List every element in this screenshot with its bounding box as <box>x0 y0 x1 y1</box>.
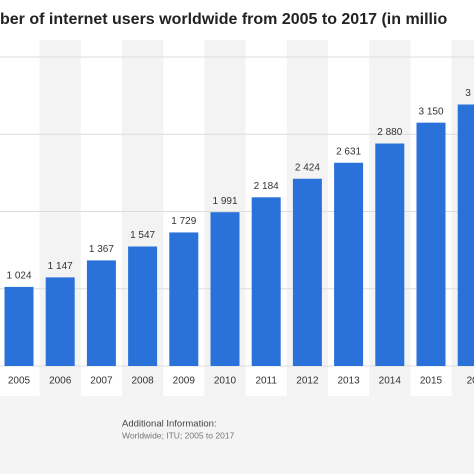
x-tick-label: 2010 <box>214 376 237 387</box>
bar <box>45 277 75 366</box>
bar <box>375 143 405 366</box>
x-tick-label: 2006 <box>49 376 72 387</box>
bar <box>416 122 446 366</box>
value-label: 1 147 <box>48 261 73 272</box>
value-label: 1 991 <box>212 196 237 207</box>
bar <box>292 178 322 366</box>
chart-title: ber of internet users worldwide from 200… <box>0 11 447 28</box>
footer-text: Worldwide; ITU; 2005 to 2017 <box>122 430 235 440</box>
footer-heading: Additional Information: <box>122 419 217 430</box>
bar <box>334 162 364 366</box>
x-tick-label: 20 <box>467 376 474 387</box>
value-label: 1 024 <box>6 271 31 282</box>
x-tick-label: 2015 <box>420 376 443 387</box>
value-label: 1 729 <box>171 216 196 227</box>
x-tick-label: 2011 <box>255 376 277 387</box>
value-label: 1 367 <box>89 244 114 255</box>
x-tick-label: 2013 <box>337 376 360 387</box>
bar <box>169 232 199 366</box>
value-label: 2 424 <box>295 162 320 173</box>
bar <box>86 260 116 366</box>
value-label: 1 547 <box>130 230 155 241</box>
x-tick-label: 2007 <box>90 376 113 387</box>
value-label: 2 184 <box>254 181 279 192</box>
x-tick-label: 2009 <box>173 376 196 387</box>
bar <box>4 286 34 366</box>
x-tick-label: 2008 <box>131 376 154 387</box>
value-label: 2 880 <box>377 127 402 138</box>
x-tick-label: 2005 <box>8 376 31 387</box>
bar <box>251 197 281 366</box>
footer-band <box>0 396 474 474</box>
bar <box>210 212 240 366</box>
bar <box>128 246 158 366</box>
value-label: 3 3 <box>465 88 474 99</box>
bar <box>457 104 474 366</box>
value-label: 2 631 <box>336 146 361 157</box>
value-label: 3 150 <box>418 106 443 117</box>
x-tick-label: 2014 <box>379 376 402 387</box>
x-tick-label: 2012 <box>296 376 319 387</box>
